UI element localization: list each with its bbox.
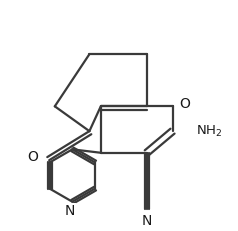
Text: NH$_2$: NH$_2$	[196, 124, 223, 139]
Text: O: O	[179, 97, 190, 111]
Text: N: N	[142, 214, 152, 228]
Text: O: O	[27, 150, 38, 164]
Text: N: N	[65, 204, 75, 218]
